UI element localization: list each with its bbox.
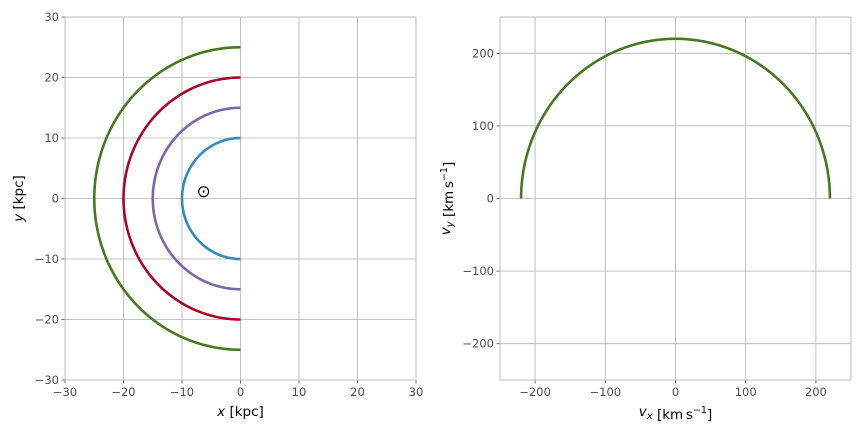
y-axis-label: vy [km s−1] — [438, 162, 457, 235]
y-axis-label: y [kpc] — [11, 175, 27, 223]
y-tick-label: 100 — [472, 119, 494, 133]
series-line-2 — [151, 106, 241, 291]
y-tick-label: 0 — [487, 192, 494, 206]
y-tick-label: 20 — [44, 71, 59, 85]
y-tick-label: −200 — [462, 337, 494, 351]
series-line-3 — [122, 76, 241, 321]
panel-velocity: −200 −100 0 100 200 −200 −100 0 100 200 vx [km s−1… — [438, 16, 852, 423]
x-tick-label: 10 — [292, 385, 307, 399]
y-tick-label: 30 — [44, 10, 59, 24]
series-line-1 — [180, 136, 241, 261]
x-tick-label: 0 — [237, 385, 244, 399]
x-tick-label: 100 — [735, 385, 757, 399]
y-tick-label: 10 — [44, 131, 59, 145]
x-tick-label: −100 — [590, 385, 622, 399]
x-tick-label: 0 — [672, 385, 679, 399]
plot-frame — [499, 16, 852, 381]
y-tick-label: −10 — [35, 252, 59, 266]
series-line-4 — [92, 45, 241, 352]
y-tick-label: −30 — [35, 373, 59, 387]
series-line-1 — [519, 37, 832, 199]
y-tick-label: −20 — [35, 313, 59, 327]
y-tick-label: −100 — [462, 264, 494, 278]
x-axis-label: x [kpc] — [216, 404, 264, 420]
x-tick-label: −30 — [53, 385, 77, 399]
plot-frame — [64, 16, 417, 381]
x-tick-label: −10 — [170, 385, 194, 399]
sun-marker: ⊙ — [197, 182, 211, 202]
y-tick-label: 200 — [472, 46, 494, 60]
x-axis-label: vx [km s−1] — [639, 404, 712, 423]
panel-position: −30 −20 −10 0 10 20 30 −30 −20 −10 0 10 20 30 ⊙ x [kpc]… — [11, 10, 423, 420]
x-tick-label: 20 — [350, 385, 365, 399]
y-tick-label: 0 — [52, 192, 59, 206]
x-tick-label: 30 — [409, 385, 424, 399]
x-tick-label: −20 — [111, 385, 135, 399]
x-tick-label: 200 — [805, 385, 827, 399]
x-tick-label: −200 — [519, 385, 551, 399]
